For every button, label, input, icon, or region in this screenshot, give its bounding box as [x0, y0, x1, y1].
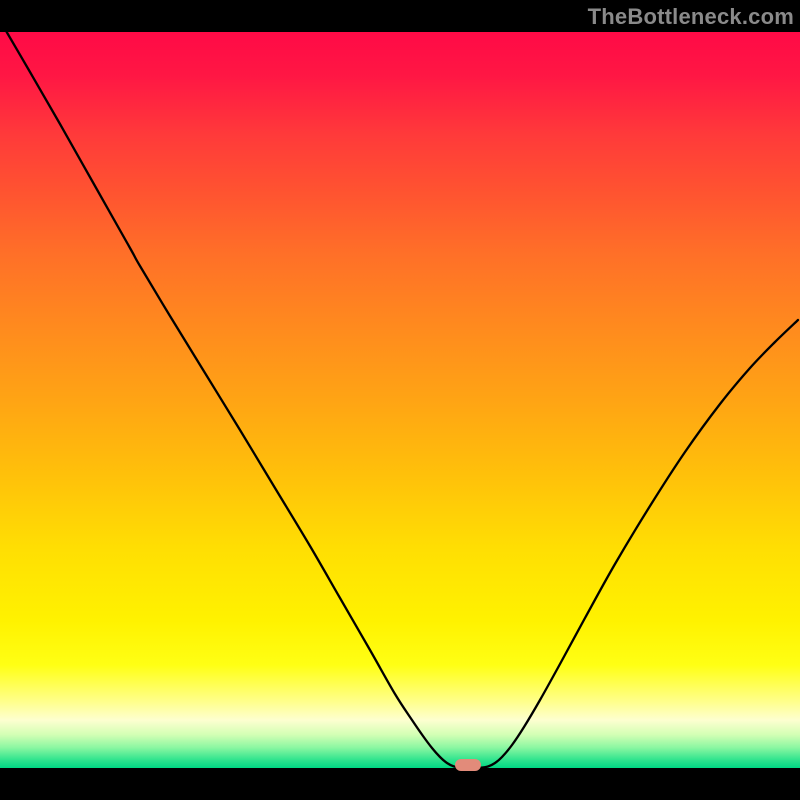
- gradient-background: [0, 32, 800, 768]
- watermark-text: TheBottleneck.com: [588, 4, 794, 30]
- chart-container: TheBottleneck.com: [0, 0, 800, 800]
